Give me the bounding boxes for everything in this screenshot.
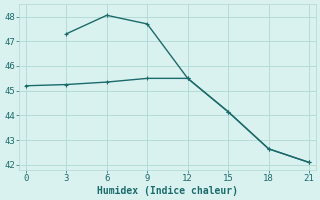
X-axis label: Humidex (Indice chaleur): Humidex (Indice chaleur) [97,186,238,196]
